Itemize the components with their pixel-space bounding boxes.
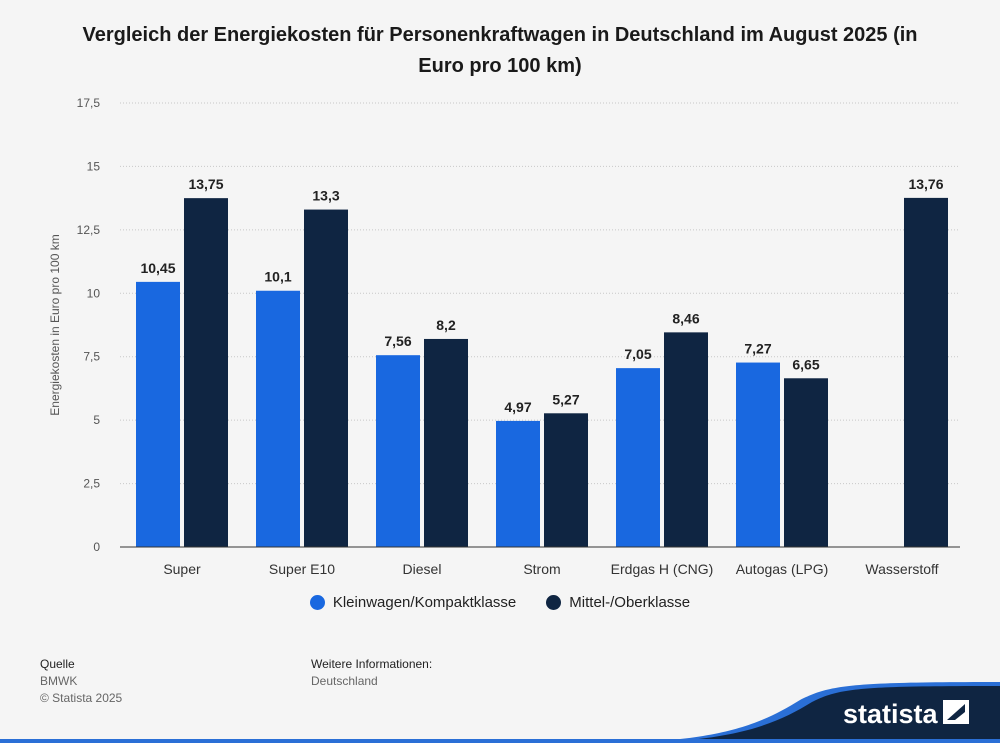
data-label: 8,46 xyxy=(672,310,699,326)
source-block: Quelle BMWK © Statista 2025 xyxy=(40,656,122,707)
x-tick-label: Strom xyxy=(523,561,560,577)
bar xyxy=(904,197,948,547)
x-tick-label: Wasserstoff xyxy=(865,561,938,577)
x-tick-label: Super E10 xyxy=(269,561,335,577)
legend-swatch xyxy=(546,595,562,610)
legend-label: Kleinwagen/Kompaktklasse xyxy=(332,594,517,611)
data-label: 4,97 xyxy=(504,399,531,415)
bar xyxy=(784,378,828,547)
bar xyxy=(616,368,660,547)
bar xyxy=(256,290,300,547)
bar xyxy=(376,355,420,547)
legend-item-kleinwagen[interactable]: Kleinwagen/Kompaktklasse xyxy=(309,594,517,611)
data-label: 7,56 xyxy=(384,333,411,349)
bar xyxy=(136,281,180,547)
y-tick-label: 7,5 xyxy=(83,350,100,364)
data-label: 13,75 xyxy=(188,176,223,192)
legend-label: Mittel-/Oberklasse xyxy=(569,594,691,611)
source-label: Quelle xyxy=(40,657,75,671)
data-label: 6,65 xyxy=(792,356,819,372)
chart-title: Vergleich der Energiekosten für Personen… xyxy=(82,24,918,77)
x-tick-label: Super xyxy=(163,561,201,577)
statista-logo: statista xyxy=(843,699,939,729)
statista-logo-icon xyxy=(943,700,969,724)
data-label: 7,05 xyxy=(624,346,651,362)
bar xyxy=(184,198,228,547)
y-tick-label: 10 xyxy=(87,286,101,300)
data-label: 13,76 xyxy=(908,176,943,192)
y-tick-label: 12,5 xyxy=(77,223,101,237)
info-value: Deutschland xyxy=(311,674,378,688)
y-tick-label: 5 xyxy=(93,413,100,427)
source-value: BMWK xyxy=(40,674,78,688)
data-label: 8,2 xyxy=(436,317,456,333)
bar xyxy=(664,332,708,547)
data-label: 10,45 xyxy=(140,260,175,276)
bar xyxy=(304,209,348,547)
y-tick-label: 15 xyxy=(87,159,101,173)
bar xyxy=(544,413,588,547)
info-label: Weitere Informationen: xyxy=(311,657,433,671)
y-tick-label: 17,5 xyxy=(77,96,101,110)
info-block: Weitere Informationen: Deutschland xyxy=(311,656,432,690)
legend-swatch xyxy=(309,595,325,610)
data-label: 7,27 xyxy=(744,341,771,357)
bar xyxy=(424,338,468,547)
x-tick-label: Autogas (LPG) xyxy=(736,561,829,577)
x-tick-label: Diesel xyxy=(403,561,442,577)
bar xyxy=(736,362,780,547)
x-tick-label: Erdgas H (CNG) xyxy=(611,561,714,577)
footer-banner: statista xyxy=(0,682,1000,743)
legend-item-mittelklasse[interactable]: Mittel-/Oberklasse xyxy=(546,594,690,611)
bar xyxy=(496,420,540,547)
y-tick-label: 0 xyxy=(93,540,100,554)
data-label: 13,3 xyxy=(312,188,339,204)
legend: Kleinwagen/Kompaktklasse Mittel-/Oberkla… xyxy=(0,594,1000,611)
copyright: © Statista 2025 xyxy=(40,691,123,705)
data-label: 5,27 xyxy=(552,391,579,407)
data-label: 10,1 xyxy=(264,269,291,285)
y-tick-label: 2,5 xyxy=(83,477,100,491)
